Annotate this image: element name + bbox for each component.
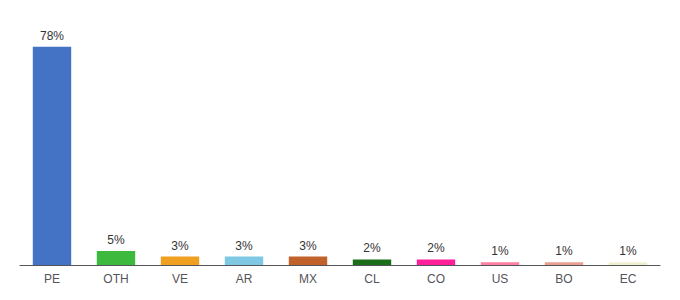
svg-text:AR: AR (236, 272, 253, 286)
svg-text:PE: PE (44, 272, 60, 286)
svg-text:VE: VE (172, 272, 188, 286)
svg-text:OTH: OTH (103, 272, 128, 286)
svg-text:5%: 5% (107, 233, 125, 247)
svg-text:3%: 3% (171, 239, 189, 253)
svg-text:1%: 1% (619, 244, 637, 258)
svg-text:2%: 2% (427, 241, 445, 255)
svg-text:3%: 3% (235, 239, 253, 253)
svg-text:US: US (492, 272, 509, 286)
svg-text:MX: MX (299, 272, 317, 286)
svg-text:2%: 2% (363, 241, 381, 255)
svg-text:1%: 1% (491, 244, 509, 258)
svg-text:EC: EC (620, 272, 637, 286)
svg-text:1%: 1% (555, 244, 573, 258)
svg-text:BO: BO (555, 272, 572, 286)
svg-text:CL: CL (364, 272, 380, 286)
svg-text:78%: 78% (40, 29, 64, 43)
svg-text:CO: CO (427, 272, 445, 286)
svg-text:3%: 3% (299, 239, 317, 253)
